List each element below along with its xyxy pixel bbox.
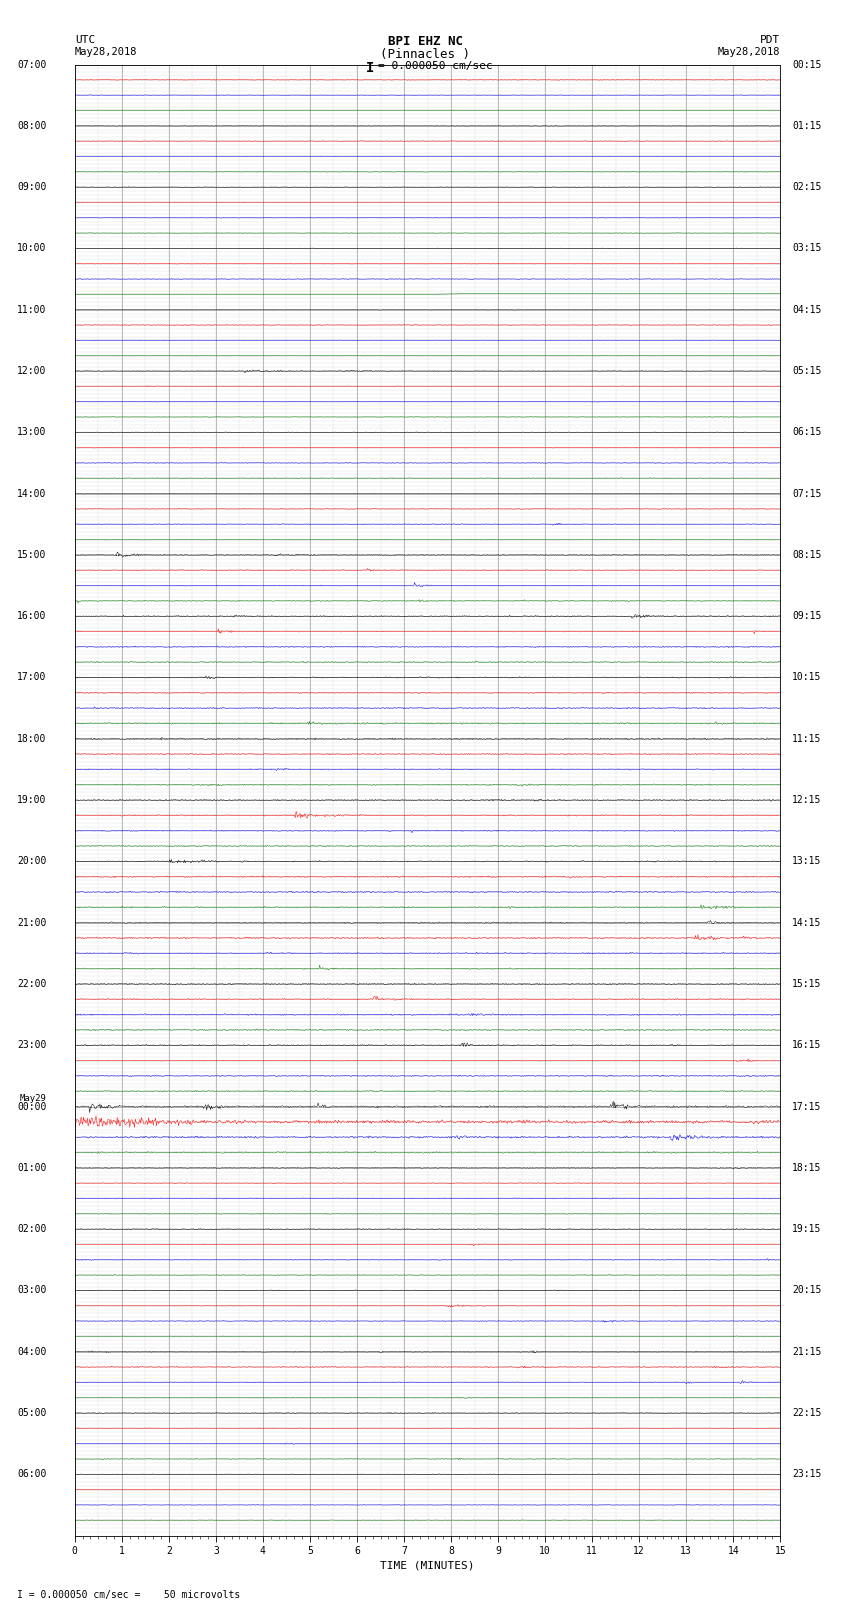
Text: 22:15: 22:15	[792, 1408, 821, 1418]
Text: 14:00: 14:00	[17, 489, 47, 498]
Text: = 0.000050 cm/sec: = 0.000050 cm/sec	[378, 61, 493, 71]
Text: 08:00: 08:00	[17, 121, 47, 131]
Text: 05:15: 05:15	[792, 366, 821, 376]
Text: 16:00: 16:00	[17, 611, 47, 621]
Text: 14:15: 14:15	[792, 918, 821, 927]
Text: BPI EHZ NC: BPI EHZ NC	[388, 35, 462, 48]
Text: 23:00: 23:00	[17, 1040, 47, 1050]
Text: 13:00: 13:00	[17, 427, 47, 437]
Text: 20:00: 20:00	[17, 857, 47, 866]
Text: 11:15: 11:15	[792, 734, 821, 744]
Text: 17:00: 17:00	[17, 673, 47, 682]
Text: 07:15: 07:15	[792, 489, 821, 498]
Text: UTC: UTC	[75, 35, 95, 45]
Text: 02:15: 02:15	[792, 182, 821, 192]
Text: 09:15: 09:15	[792, 611, 821, 621]
Text: 04:15: 04:15	[792, 305, 821, 315]
Text: 09:00: 09:00	[17, 182, 47, 192]
Text: 21:00: 21:00	[17, 918, 47, 927]
Text: 03:15: 03:15	[792, 244, 821, 253]
Text: I = 0.000050 cm/sec =    50 microvolts: I = 0.000050 cm/sec = 50 microvolts	[17, 1590, 241, 1600]
Text: 12:00: 12:00	[17, 366, 47, 376]
Text: 06:00: 06:00	[17, 1469, 47, 1479]
Text: 08:15: 08:15	[792, 550, 821, 560]
Text: 21:15: 21:15	[792, 1347, 821, 1357]
Text: 15:15: 15:15	[792, 979, 821, 989]
Text: (Pinnacles ): (Pinnacles )	[380, 48, 470, 61]
Text: May28,2018: May28,2018	[717, 47, 780, 56]
Text: 15:00: 15:00	[17, 550, 47, 560]
Text: 16:15: 16:15	[792, 1040, 821, 1050]
Text: 19:15: 19:15	[792, 1224, 821, 1234]
Text: 05:00: 05:00	[17, 1408, 47, 1418]
Text: 00:15: 00:15	[792, 60, 821, 69]
Text: 02:00: 02:00	[17, 1224, 47, 1234]
Text: 04:00: 04:00	[17, 1347, 47, 1357]
Text: 03:00: 03:00	[17, 1286, 47, 1295]
Text: May28,2018: May28,2018	[75, 47, 138, 56]
Text: 12:15: 12:15	[792, 795, 821, 805]
Text: 01:15: 01:15	[792, 121, 821, 131]
Text: 13:15: 13:15	[792, 857, 821, 866]
Text: 01:00: 01:00	[17, 1163, 47, 1173]
Text: I: I	[366, 61, 374, 76]
Text: 11:00: 11:00	[17, 305, 47, 315]
Text: 07:00: 07:00	[17, 60, 47, 69]
Text: 17:15: 17:15	[792, 1102, 821, 1111]
Text: 10:00: 10:00	[17, 244, 47, 253]
Text: May29: May29	[20, 1094, 47, 1103]
Text: 06:15: 06:15	[792, 427, 821, 437]
Text: 20:15: 20:15	[792, 1286, 821, 1295]
X-axis label: TIME (MINUTES): TIME (MINUTES)	[380, 1560, 475, 1569]
Text: 22:00: 22:00	[17, 979, 47, 989]
Text: 19:00: 19:00	[17, 795, 47, 805]
Text: 23:15: 23:15	[792, 1469, 821, 1479]
Text: PDT: PDT	[760, 35, 780, 45]
Text: 00:00: 00:00	[17, 1102, 47, 1111]
Text: 10:15: 10:15	[792, 673, 821, 682]
Text: 18:15: 18:15	[792, 1163, 821, 1173]
Text: 18:00: 18:00	[17, 734, 47, 744]
